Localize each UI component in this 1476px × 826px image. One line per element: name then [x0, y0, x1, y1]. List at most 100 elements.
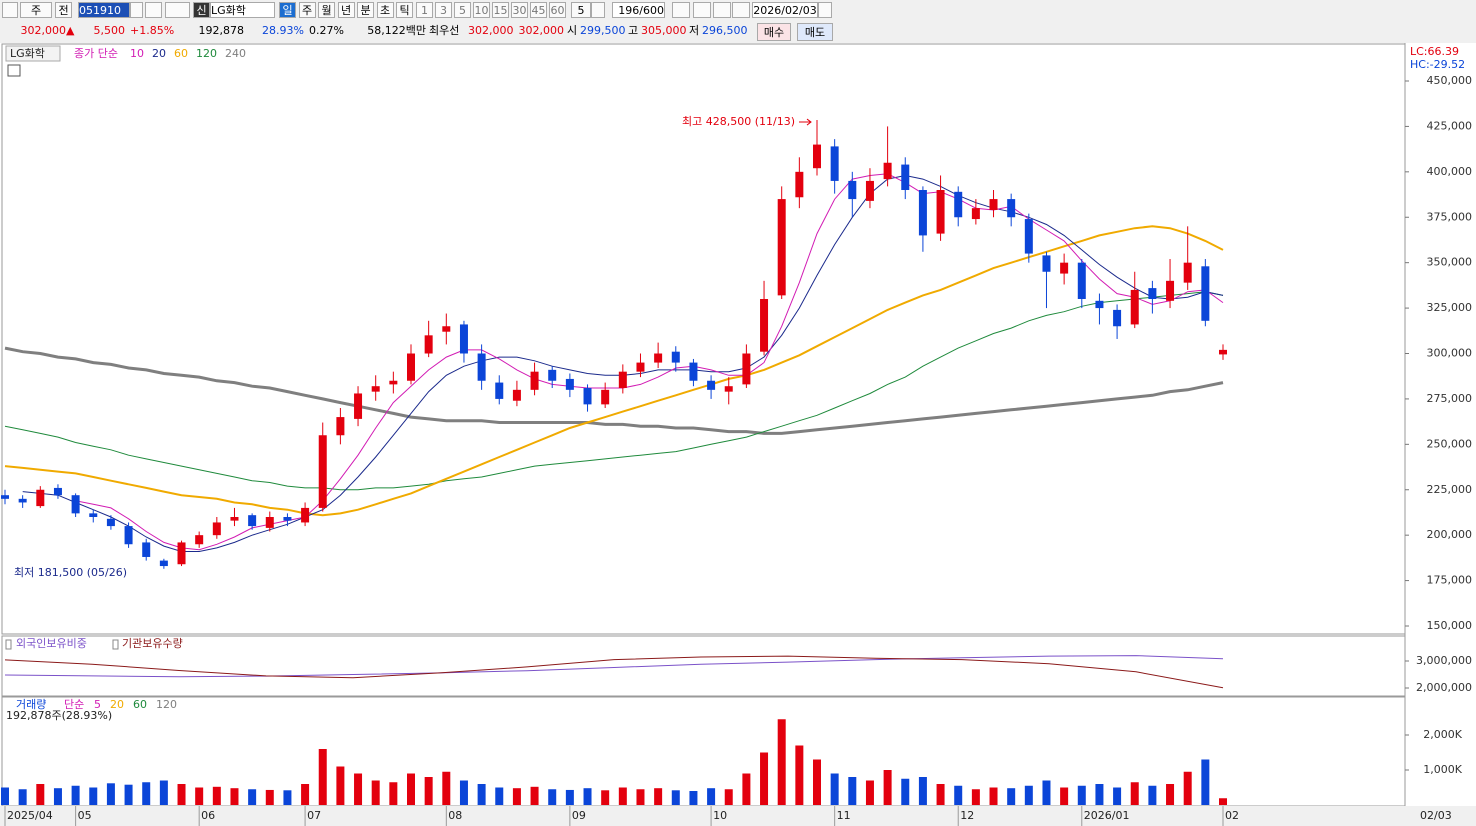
- legend-item: 60: [174, 47, 188, 60]
- x-tick-label: 12: [960, 809, 974, 822]
- dropdown[interactable]: [591, 2, 605, 18]
- candle-body: [18, 498, 27, 503]
- y-tick-label: 225,000: [1427, 483, 1473, 496]
- volume-bar: [459, 780, 468, 805]
- y-tick-label: 275,000: [1427, 392, 1473, 405]
- candle-body: [71, 495, 80, 514]
- volume-bar: [124, 784, 133, 805]
- y-tick-label: 375,000: [1427, 210, 1473, 223]
- candle-body: [459, 324, 468, 354]
- candle-body: [918, 190, 927, 236]
- tool-icon[interactable]: [672, 2, 690, 18]
- candle-body: [636, 362, 645, 372]
- interval-button[interactable]: 주: [298, 2, 316, 18]
- y-tick-label: 350,000: [1427, 256, 1473, 269]
- candle-body: [618, 371, 627, 389]
- candle-body: [265, 517, 274, 528]
- minute-button[interactable]: 15: [492, 2, 509, 18]
- interval-button[interactable]: 일: [279, 2, 296, 18]
- volume-bar: [865, 780, 874, 805]
- minute-button[interactable]: 30: [511, 2, 528, 18]
- candle-body: [442, 326, 451, 332]
- legend-box: [5, 45, 61, 62]
- calendar-button[interactable]: [818, 2, 832, 18]
- lc-label: LC:66.39: [1410, 45, 1459, 58]
- candle-body: [971, 208, 980, 220]
- minute-button[interactable]: 10: [473, 2, 490, 18]
- volume-ratio: 28.93%: [262, 24, 304, 37]
- x-tick-label: 11: [837, 809, 851, 822]
- candle-body: [318, 435, 327, 508]
- legend-icon: [112, 639, 119, 650]
- candle-body: [954, 191, 963, 218]
- y-tick-label: 3,000,000: [1416, 654, 1472, 667]
- dropdown[interactable]: [130, 2, 143, 18]
- name-prefix: 신: [193, 2, 210, 18]
- interval-button[interactable]: 분: [357, 2, 374, 18]
- search-button[interactable]: [145, 2, 162, 18]
- candle-body: [336, 417, 345, 436]
- volume-bar: [195, 787, 204, 805]
- volume-bar: [1077, 785, 1086, 805]
- candle-body: [1, 495, 9, 499]
- interval-button[interactable]: 틱: [396, 2, 413, 18]
- candle-body: [795, 171, 804, 198]
- holding-panel: [1, 635, 1406, 697]
- low-annotation: 최저 181,500 (05/26): [14, 566, 127, 579]
- interval-button[interactable]: 월: [318, 2, 335, 18]
- y-tick-label: 2,000K: [1423, 728, 1462, 741]
- high-label: 고: [628, 24, 639, 37]
- minute-button[interactable]: 45: [530, 2, 547, 18]
- ma-label: 종가 단순: [74, 47, 118, 60]
- sell-button[interactable]: 매도: [797, 23, 833, 41]
- buy-button[interactable]: 매수: [757, 23, 791, 41]
- tool-icon[interactable]: [713, 2, 731, 18]
- prev-button[interactable]: 전: [55, 2, 72, 18]
- tool-icon[interactable]: [693, 2, 711, 18]
- candle-body: [159, 560, 168, 567]
- icon-button[interactable]: [2, 2, 18, 18]
- holding-line: [4, 655, 1224, 689]
- period-select[interactable]: 주: [20, 2, 52, 18]
- volume-bar: [477, 784, 486, 805]
- date-input[interactable]: 2026/02/03: [752, 2, 818, 18]
- code-input[interactable]: 051910: [78, 2, 130, 18]
- ma-line: [4, 346, 1224, 435]
- open-label: 시: [567, 24, 578, 37]
- legend-icon: [5, 639, 12, 650]
- volume-ma-label: 단순: [64, 698, 84, 711]
- candle-body: [477, 353, 486, 381]
- legend-item: 10: [130, 47, 144, 60]
- candle-body: [389, 380, 398, 385]
- y-tick-label: 325,000: [1427, 301, 1473, 314]
- tool-icon[interactable]: [732, 2, 750, 18]
- y-tick-label: 300,000: [1427, 347, 1473, 360]
- minute-button[interactable]: 5: [454, 2, 471, 18]
- volume-bar: [954, 785, 963, 805]
- candle-body: [1148, 288, 1157, 299]
- minute-button[interactable]: 3: [435, 2, 452, 18]
- candle-body: [777, 199, 786, 296]
- minute-button[interactable]: 60: [549, 2, 566, 18]
- volume-bar: [795, 745, 804, 805]
- price: 302,000: [20, 24, 67, 37]
- candle-body: [177, 542, 186, 565]
- candle-body: [530, 371, 539, 390]
- volume-bar: [318, 749, 327, 805]
- candle-body: [724, 386, 733, 392]
- interval-button[interactable]: 년: [337, 2, 355, 18]
- open: 299,500: [580, 24, 626, 37]
- volume-bar: [1, 787, 9, 805]
- volume-bar: [424, 777, 433, 805]
- volume-current: 192,878주(28.93%): [6, 709, 112, 722]
- count-input[interactable]: 5: [571, 2, 591, 18]
- candle-body: [830, 146, 839, 181]
- minute-button[interactable]: 1: [416, 2, 433, 18]
- volume-bar: [1201, 759, 1210, 805]
- interval-button[interactable]: 초: [376, 2, 394, 18]
- speaker-button[interactable]: [165, 2, 190, 18]
- volume-bar: [371, 780, 380, 805]
- candle-body: [248, 515, 257, 527]
- x-tick-label: 2025/04: [7, 809, 53, 822]
